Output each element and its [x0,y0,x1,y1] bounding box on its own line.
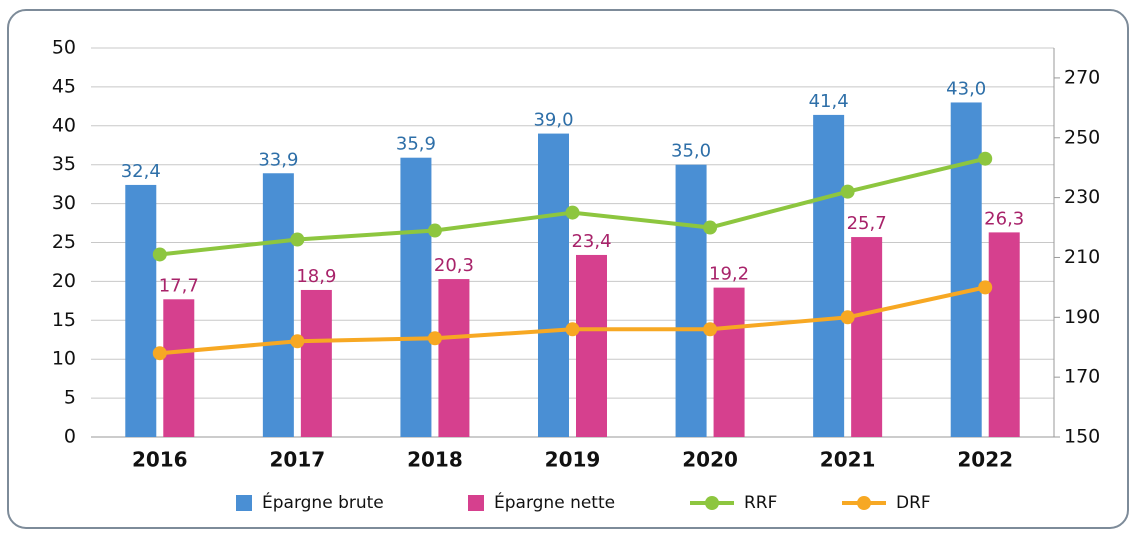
legend-label: Épargne brute [262,491,384,513]
legend-label: RRF [744,493,777,513]
value-label: 32,4 [121,161,161,182]
y-tick-label: 35 [52,153,76,175]
value-label: 43,0 [946,78,986,99]
value-label: 35,9 [396,134,436,155]
y2-tick-label: 250 [1064,126,1100,148]
x-tick-label: 2016 [132,448,188,472]
bar [125,184,157,437]
bar [713,287,745,437]
legend-swatch [857,496,871,510]
value-label: 35,0 [671,141,711,162]
line-marker [703,322,718,337]
y-tick-label: 20 [52,270,76,292]
legend-label: Épargne nette [494,491,615,513]
bar [988,232,1020,437]
bar [851,237,883,437]
line-marker [565,322,580,337]
bar [675,164,707,437]
bar [438,279,470,437]
line-marker [152,346,167,361]
legend-label: DRF [896,493,931,513]
x-tick-label: 2021 [820,448,876,472]
x-tick-label: 2019 [545,448,601,472]
value-label: 18,9 [296,266,336,287]
legend-swatch [705,496,719,510]
line-marker [978,151,993,166]
y-tick-label: 15 [52,309,76,331]
bar [400,157,432,437]
line-marker [703,220,718,235]
value-label: 23,4 [571,231,611,252]
line-marker [290,334,305,349]
bar [538,133,569,437]
y2-tick-label: 230 [1064,186,1100,208]
frame [7,9,1129,529]
x-tick-label: 2020 [682,448,738,472]
bar [813,114,845,438]
x-tick-label: 2017 [270,448,326,472]
value-label: 19,2 [709,264,749,285]
y2-tick-label: 270 [1064,66,1100,88]
y2-tick-label: 190 [1064,306,1100,328]
value-label: 33,9 [258,149,298,170]
y2-tick-label: 170 [1064,366,1100,388]
line-marker [840,184,855,199]
legend-swatch [236,495,252,511]
legend-swatch [468,495,484,511]
line-marker [152,247,167,262]
line-marker [840,310,855,325]
y-tick-label: 50 [52,37,76,59]
y-tick-label: 0 [64,426,76,448]
value-label: 41,4 [809,91,849,112]
bar [163,299,195,437]
y-tick-label: 30 [52,192,76,214]
line-marker [565,205,580,220]
bar [576,254,607,437]
line-marker [290,232,305,247]
y-tick-label: 5 [64,387,76,409]
value-label: 26,3 [984,208,1024,229]
y-tick-label: 40 [52,114,76,136]
line-marker [427,223,442,238]
value-label: 17,7 [159,275,199,296]
bar [950,102,982,438]
value-label: 20,3 [434,255,474,276]
bar [300,289,332,437]
y-tick-label: 45 [52,75,76,97]
y-tick-label: 10 [52,348,76,370]
value-label: 39,0 [533,110,573,131]
line-marker [427,331,442,346]
x-tick-label: 2018 [407,448,463,472]
line-marker [978,280,993,295]
bar [262,173,294,437]
y2-tick-label: 150 [1064,426,1100,448]
x-tick-label: 2022 [957,448,1013,472]
y2-tick-label: 210 [1064,246,1100,268]
value-label: 25,7 [847,213,887,234]
y-tick-label: 25 [52,231,76,253]
